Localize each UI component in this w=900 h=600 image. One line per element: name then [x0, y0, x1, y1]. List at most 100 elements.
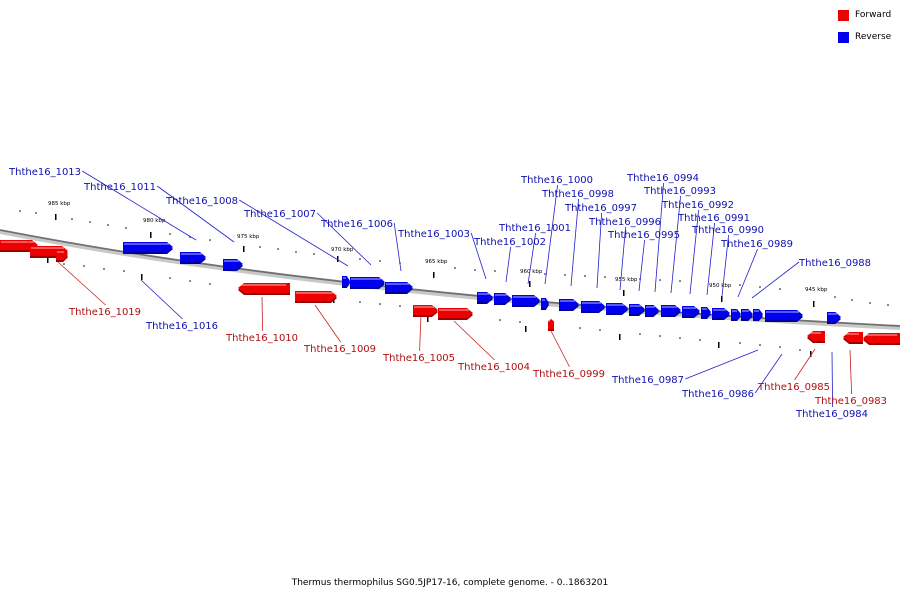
gene-arrow-ththe16-0991[interactable]: [701, 307, 711, 319]
gene-label[interactable]: Ththe16_0998: [541, 189, 614, 200]
gene-arrow-ththe16-1003[interactable]: [477, 292, 493, 304]
gene-arrow-ththe16-1001[interactable]: [512, 295, 540, 307]
gene-arrow-highlight: [542, 299, 545, 301]
gene-arrow-ththe16-1004[interactable]: [438, 308, 473, 320]
gene-arrow-ththe16-0995[interactable]: [629, 304, 645, 316]
gene-label[interactable]: Ththe16_0992: [661, 200, 734, 211]
gene-arrow-highlight: [386, 283, 409, 285]
gene-arrow-highlight: [662, 306, 677, 308]
gene-arrow-highlight: [560, 300, 575, 302]
gene-arrow-highlight: [766, 311, 799, 313]
gene-arrow-highlight: [224, 260, 239, 262]
gene-label[interactable]: Ththe16_1002: [473, 237, 546, 248]
legend-reverse-label: Reverse: [855, 32, 892, 42]
gene-arrow-ththe16-0983[interactable]: [863, 333, 900, 345]
gene-arrow-body: [753, 309, 763, 319]
gene-label[interactable]: Ththe16_1009: [303, 344, 376, 355]
leader-line: [685, 349, 759, 380]
gene-label[interactable]: Ththe16_0986: [681, 389, 754, 400]
gene-arrow-ththe16-1009[interactable]: [295, 291, 337, 303]
gene-arrow-body: [342, 276, 350, 286]
gene-arrow-ththe16-1006[interactable]: [385, 282, 413, 294]
gene-label[interactable]: Ththe16_1013: [8, 167, 81, 178]
gene-arrow-ththe16-0999[interactable]: [548, 319, 554, 331]
leader-line: [156, 185, 235, 243]
gene-arrow-ththe16-1010[interactable]: [238, 283, 290, 295]
gene-label[interactable]: Ththe16_1004: [457, 362, 530, 373]
gene-arrow-body: [238, 283, 290, 293]
gene-arrow-ththe16-0997[interactable]: [581, 301, 605, 313]
leader-lines: [57, 170, 852, 408]
gene-arrow-ththe16-0983[interactable]: [843, 332, 863, 344]
leader-line: [754, 353, 783, 394]
gene-arrow-highlight: [864, 334, 897, 336]
gene-arrow-ththe16-1002[interactable]: [494, 293, 511, 305]
gene-arrow-body: [350, 277, 385, 287]
gene-arrow-body: [541, 298, 549, 308]
gene-label[interactable]: Ththe16_1010: [225, 333, 298, 344]
gene-arrow-ththe16-1007[interactable]: [342, 276, 350, 288]
gene-arrow-ththe16-0992[interactable]: [682, 306, 700, 318]
gene-arrow-ththe16-1005[interactable]: [413, 305, 438, 317]
gene-label[interactable]: Ththe16_0995: [607, 230, 680, 241]
gene-arrow-ththe16-0994[interactable]: [645, 305, 659, 317]
gene-arrow-ththe16-1008[interactable]: [223, 259, 243, 271]
leader-line: [238, 199, 349, 267]
leader-line: [751, 261, 800, 299]
gene-label[interactable]: Ththe16_1011: [83, 182, 156, 193]
gene-arrow-ththe16-0990[interactable]: [712, 308, 730, 320]
gene-arrow-highlight: [582, 302, 601, 304]
gene-arrow-ththe16-0989[interactable]: [741, 309, 753, 321]
gene-label[interactable]: Ththe16_0985: [757, 382, 830, 393]
gene-arrow-ththe16-1011[interactable]: [180, 252, 206, 264]
leader-line: [721, 234, 729, 297]
gene-arrow-ththe16-0998[interactable]: [559, 299, 579, 311]
gene-arrow-highlight: [754, 310, 759, 312]
gene-label[interactable]: Ththe16_0994: [626, 173, 699, 184]
gene-label[interactable]: Ththe16_0989: [720, 239, 793, 250]
gene-arrow-ththe16-1000[interactable]: [541, 298, 549, 310]
gene-label[interactable]: Ththe16_0991: [677, 213, 750, 224]
gene-arrow-ththe16-0993[interactable]: [661, 305, 681, 317]
gene-arrow-ththe16-0985[interactable]: [807, 331, 825, 343]
gene-arrow-ththe16-0989[interactable]: [731, 309, 741, 321]
gene-label[interactable]: Ththe16_0987: [611, 375, 684, 386]
leader-line: [57, 261, 106, 306]
gene-arrow-ththe16-1013[interactable]: [123, 242, 173, 254]
gene-label[interactable]: Ththe16_1007: [243, 209, 316, 220]
gene-arrow-highlight: [742, 310, 749, 312]
gene-arrow-highlight: [351, 278, 381, 280]
gene-arrow-ththe16-0996[interactable]: [606, 303, 628, 315]
gene-arrow-body: [548, 319, 554, 329]
gene-label[interactable]: Ththe16_1019: [68, 307, 141, 318]
gene-arrow-ththe16-0986[interactable]: [827, 312, 841, 324]
gene-arrow-body: [863, 333, 900, 343]
gene-arrow-ththe16-1019[interactable]: [56, 250, 68, 262]
gene-label[interactable]: Ththe16_1005: [382, 353, 455, 364]
gene-label[interactable]: Ththe16_1001: [498, 223, 571, 234]
gene-label[interactable]: Ththe16_0997: [564, 203, 637, 214]
gene-label[interactable]: Ththe16_0984: [795, 409, 868, 420]
gene-arrow-highlight: [732, 310, 737, 312]
gene-arrow-ththe16-0988[interactable]: [765, 310, 803, 322]
gene-arrow-highlight: [124, 243, 169, 245]
gene-labels: Ththe16_1019Ththe16_1016Ththe16_1013Thth…: [8, 167, 887, 420]
gene-arrow-ththe16-1019[interactable]: [0, 240, 38, 252]
gene-arrow-body: [559, 299, 579, 309]
gene-label[interactable]: Ththe16_0988: [798, 258, 871, 269]
scale-tick-label: 985 kbp: [48, 201, 71, 207]
gene-label[interactable]: Ththe16_1003: [397, 229, 470, 240]
gene-label[interactable]: Ththe16_1000: [520, 175, 593, 186]
gene-arrow-body: [180, 252, 206, 262]
gene-label[interactable]: Ththe16_1006: [320, 219, 393, 230]
gene-label[interactable]: Ththe16_1016: [145, 321, 218, 332]
gene-label[interactable]: Ththe16_0999: [532, 369, 605, 380]
gene-label[interactable]: Ththe16_0983: [814, 396, 887, 407]
gene-label[interactable]: Ththe16_1008: [165, 196, 238, 207]
gene-label[interactable]: Ththe16_0996: [588, 217, 661, 228]
leader-line: [261, 296, 263, 332]
gene-label[interactable]: Ththe16_0993: [643, 186, 716, 197]
gene-arrow-ththe16-1007[interactable]: [350, 277, 385, 289]
gene-arrow-ththe16-0989[interactable]: [753, 309, 763, 321]
gene-label[interactable]: Ththe16_0990: [691, 225, 764, 236]
